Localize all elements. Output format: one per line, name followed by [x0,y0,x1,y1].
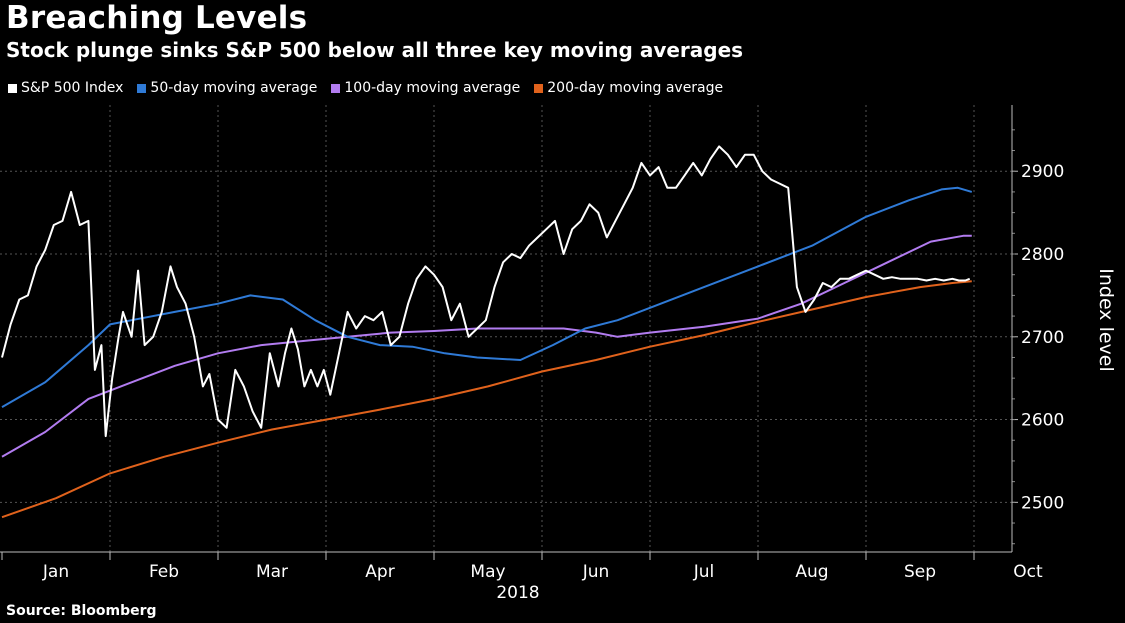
legend-swatch-sp500 [8,83,17,93]
x-tick-label: Apr [365,562,394,582]
y-tick-label: 2700 [1021,328,1064,348]
legend: S&P 500 Index 50-day moving average 100-… [8,80,723,96]
x-tick-label: Feb [149,562,179,582]
x-tick-label: Jul [693,562,715,582]
legend-label-200day: 200-day moving average [547,80,724,96]
source-note: Source: Bloomberg [6,603,157,619]
y-tick-label: 2600 [1021,411,1064,431]
x-tick-label: Sep [904,562,936,582]
x-tick-label: Aug [795,562,828,582]
legend-item-100day: 100-day moving average [331,80,520,96]
chart-subtitle: Stock plunge sinks S&P 500 below all thr… [6,38,744,62]
y-tick-label: 2800 [1021,245,1064,265]
x-axis-label: 2018 [496,583,539,603]
legend-label-sp500: S&P 500 Index [21,80,124,96]
y-tick-label: 2900 [1021,162,1064,182]
chart-title: Breaching Levels [6,0,308,36]
series-line-100day [1,234,972,458]
series-line-200day [1,280,972,519]
grid [0,105,1012,552]
axes: 2500 2600 2700 2800 2900 Jan Feb Mar Apr May Jun Ju… [0,105,1064,582]
legend-label-50day: 50-day moving average [150,80,318,96]
legend-item-200day: 200-day moving average [534,80,723,96]
x-tick-label: Oct [1013,562,1043,582]
series-layer [1,145,973,519]
legend-item-50day: 50-day moving average [137,80,317,96]
x-tick-label: Jan [42,562,69,582]
series-line-50day [1,186,973,408]
legend-swatch-50day [137,83,147,93]
x-tick-label: May [470,562,505,582]
y-axis-label: Index level [1095,268,1117,372]
x-tick-label: Mar [256,562,288,582]
series-line-sp500 [1,145,971,438]
legend-swatch-100day [331,83,341,93]
legend-label-100day: 100-day moving average [344,80,521,96]
legend-swatch-200day [534,83,544,93]
x-tick-label: Jun [582,562,610,582]
y-tick-label: 2500 [1021,493,1064,513]
legend-item-sp500: S&P 500 Index [8,80,123,96]
